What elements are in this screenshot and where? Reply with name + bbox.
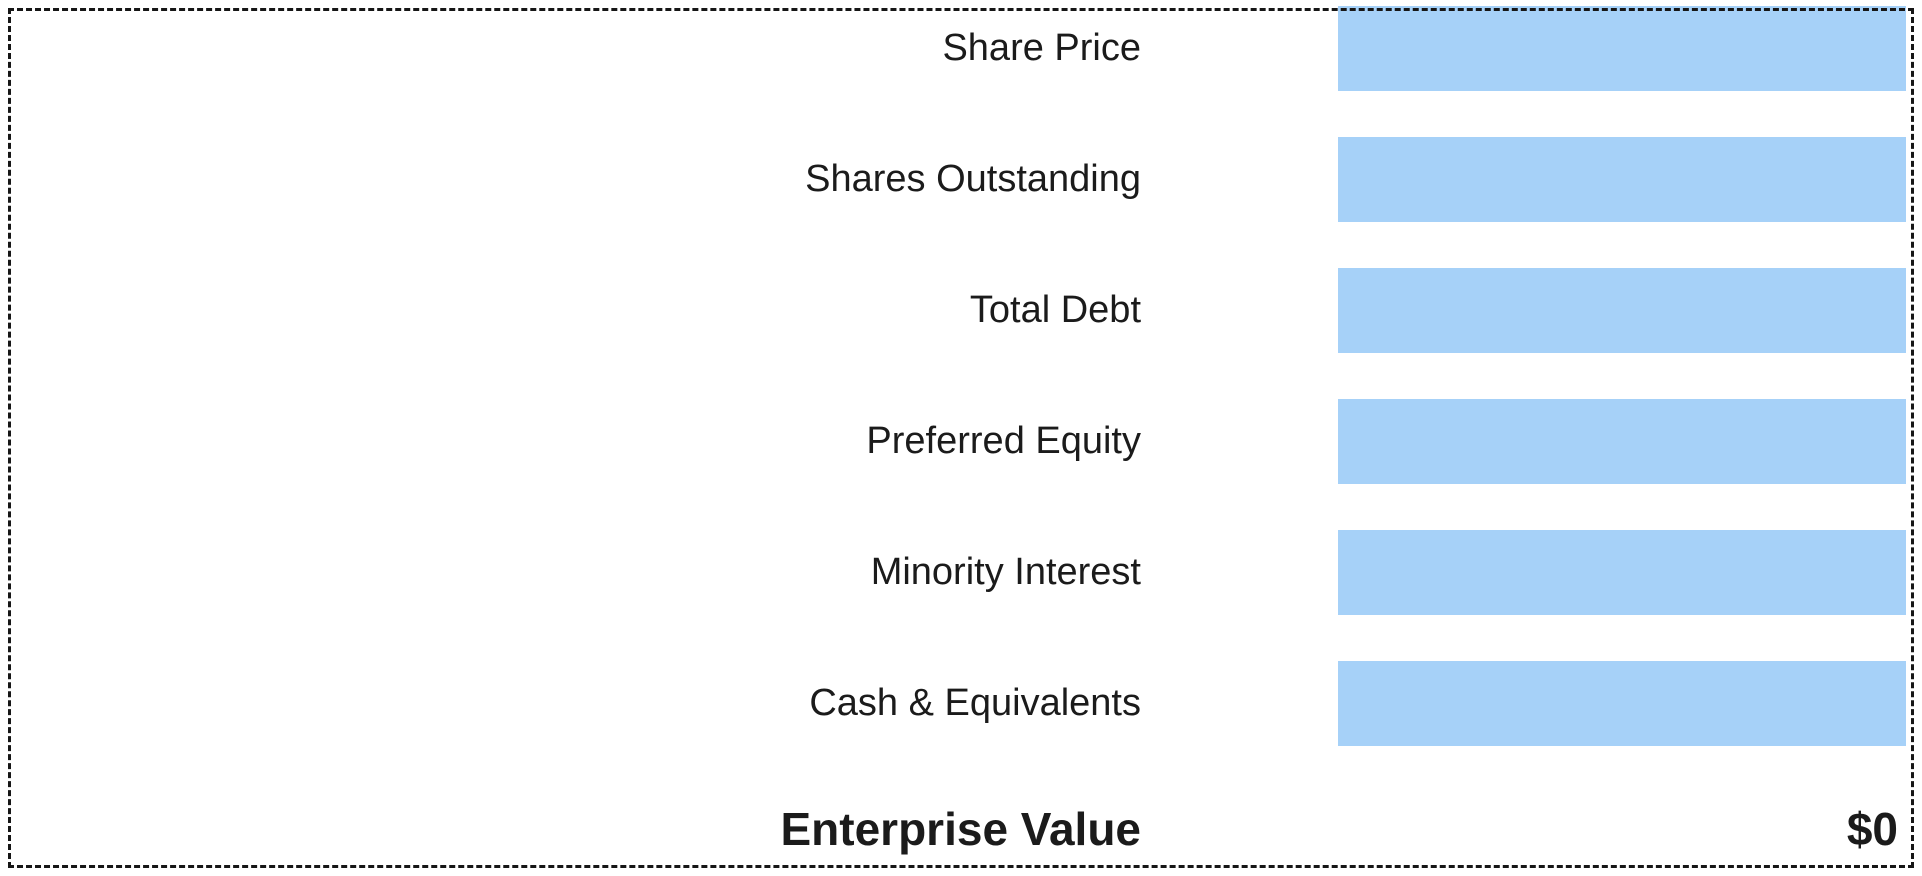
cash-equivalents-input[interactable] [1338, 661, 1906, 746]
minority-interest-input[interactable] [1338, 530, 1906, 615]
field-row-total-debt: Total Debt [0, 268, 1922, 353]
cash-equivalents-label: Cash & Equivalents [809, 682, 1141, 724]
preferred-equity-label: Preferred Equity [866, 420, 1141, 462]
field-row-share-price: Share Price [0, 6, 1922, 91]
field-row-shares-outstanding: Shares Outstanding [0, 137, 1922, 222]
total-debt-label: Total Debt [969, 289, 1141, 331]
shares-outstanding-input[interactable] [1338, 137, 1906, 222]
enterprise-value-label: Enterprise Value [780, 803, 1142, 855]
enterprise-value-amount: $0 [1846, 803, 1898, 855]
preferred-equity-input[interactable] [1338, 399, 1906, 484]
shares-outstanding-label: Shares Outstanding [805, 158, 1141, 200]
share-price-label: Share Price [942, 27, 1141, 69]
result-row: Enterprise Value $0 [0, 803, 1922, 855]
minority-interest-label: Minority Interest [870, 551, 1141, 593]
field-row-preferred-equity: Preferred Equity [0, 399, 1922, 484]
field-row-cash-equivalents: Cash & Equivalents [0, 661, 1922, 746]
share-price-input[interactable] [1338, 6, 1906, 91]
field-row-minority-interest: Minority Interest [0, 530, 1922, 615]
total-debt-input[interactable] [1338, 268, 1906, 353]
